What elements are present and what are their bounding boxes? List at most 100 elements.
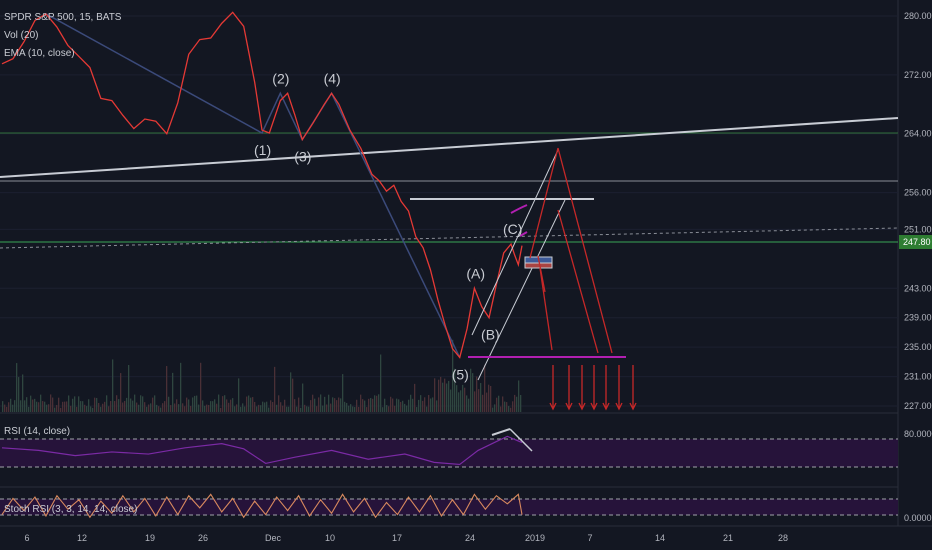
time-axis-label: 19 <box>145 533 155 543</box>
elliott-wave-line <box>45 13 461 358</box>
volume-bar <box>102 403 104 412</box>
volume-bar <box>332 397 334 412</box>
projection-line-5 <box>537 255 546 293</box>
volume-bar <box>356 399 358 412</box>
drop-arrows <box>549 365 637 411</box>
volume-bar <box>208 404 210 412</box>
volume-bar <box>84 404 86 412</box>
volume-bar <box>412 398 414 412</box>
volume-bar <box>284 399 286 412</box>
rsi-line <box>1 435 523 466</box>
volume-bar <box>190 406 192 412</box>
volume-bar <box>446 383 448 412</box>
volume-bar <box>442 382 444 412</box>
volume-bar <box>386 405 388 412</box>
volume-bar <box>410 394 412 412</box>
volume-bar <box>354 407 356 412</box>
volume-bar <box>518 380 520 412</box>
volume-bar <box>120 373 122 412</box>
volume-bar <box>320 394 322 412</box>
wave-label: (1) <box>254 142 271 158</box>
volume-bar <box>232 398 234 412</box>
wave-label: (B) <box>481 327 500 343</box>
volume-bar <box>404 403 406 412</box>
projection-line-3 <box>557 209 599 354</box>
volume-bar <box>420 395 422 412</box>
volume-bar <box>394 405 396 412</box>
volume-bar <box>492 407 494 412</box>
volume-bar <box>496 397 498 412</box>
volume-bar <box>406 405 408 412</box>
volume-bar <box>308 406 310 412</box>
time-axis-label: 2019 <box>525 533 545 543</box>
volume-bar <box>298 397 300 412</box>
price-axis-label: 243.00 <box>904 283 932 293</box>
volume-bar <box>408 399 410 412</box>
volume-bar <box>46 404 48 412</box>
drop-arrow-head <box>590 402 598 411</box>
volume-bar <box>454 368 456 412</box>
volume-bar <box>122 402 124 412</box>
price-axis-label: 256.00 <box>904 188 932 198</box>
volume-bar <box>370 398 372 412</box>
volume-bar <box>198 404 200 412</box>
volume-bar <box>376 395 378 412</box>
volume-bar <box>450 389 452 412</box>
long-trendline <box>0 117 899 178</box>
volume-bar <box>48 404 50 412</box>
volume-bar <box>282 405 284 412</box>
volume-bar <box>312 394 314 412</box>
volume-bar <box>134 394 136 412</box>
volume-bar <box>416 407 418 412</box>
volume-bar <box>166 366 168 412</box>
volume-bar <box>300 407 302 412</box>
volume-bar <box>80 401 82 412</box>
volume-bar <box>470 368 472 412</box>
price-axis-label: 251.00 <box>904 224 932 234</box>
volume-bar <box>362 399 364 412</box>
volume-bar <box>4 404 6 412</box>
volume-bar <box>16 363 18 412</box>
volume-bar <box>204 405 206 412</box>
wave-label: (3) <box>294 149 311 165</box>
projection-arrows <box>529 147 613 354</box>
volume-bar <box>104 401 106 412</box>
volume-bar <box>130 398 132 412</box>
volume-bar <box>278 395 280 412</box>
volume-bar <box>234 406 236 412</box>
volume-bar <box>352 406 354 412</box>
volume-bar <box>388 406 390 412</box>
volume-bar <box>478 389 480 412</box>
price-axis-label: 235.00 <box>904 342 932 352</box>
volume-bar <box>486 392 488 412</box>
drop-arrow-head <box>549 402 557 411</box>
volume-bar <box>310 400 312 412</box>
volume-bar <box>110 401 112 412</box>
volume-bar <box>418 399 420 412</box>
volume-bar <box>90 406 92 412</box>
volume-bar <box>124 400 126 412</box>
time-axis: 6 12 19 26 Dec 10 17 24 2019 7 14 21 28 <box>24 533 788 543</box>
projection-line-4 <box>539 267 553 351</box>
volume-bar <box>10 398 12 412</box>
volume-bar <box>360 394 362 412</box>
time-axis-label: 26 <box>198 533 208 543</box>
volume-bar <box>164 401 166 412</box>
volume-bar <box>330 403 332 412</box>
volume-bar <box>240 406 242 412</box>
volume-bar <box>338 397 340 412</box>
volume-bar <box>380 354 382 412</box>
volume-bar <box>500 406 502 412</box>
volume-bar <box>82 401 84 412</box>
volume-bar <box>76 406 78 412</box>
volume-bar <box>70 405 72 412</box>
volume-bar <box>436 400 438 412</box>
volume-bar <box>224 395 226 412</box>
volume-bar <box>202 400 204 412</box>
volume-bar <box>262 401 264 412</box>
volume-bar <box>68 395 70 412</box>
volume-bar <box>510 407 512 412</box>
volume-bar <box>36 401 38 412</box>
volume-bar <box>458 392 460 412</box>
drop-arrow-head <box>615 402 623 411</box>
